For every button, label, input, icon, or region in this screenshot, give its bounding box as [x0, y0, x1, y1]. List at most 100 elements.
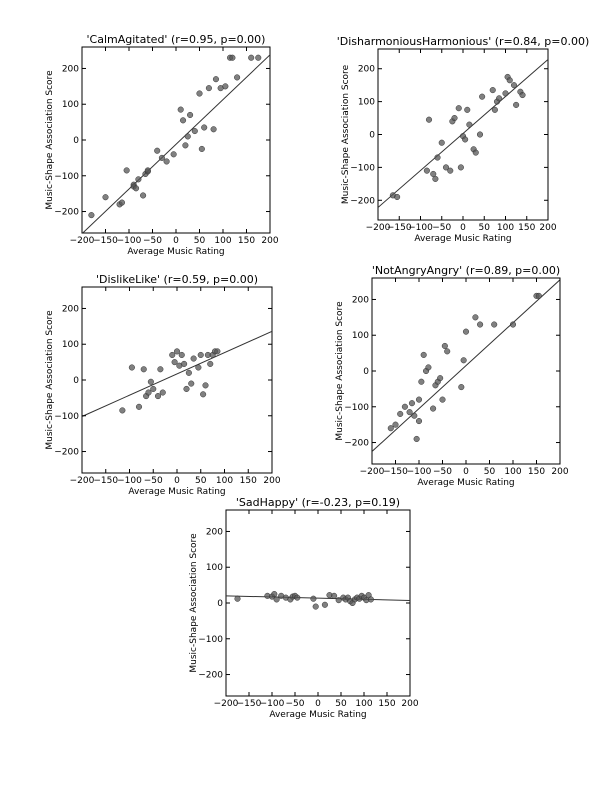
data-point	[145, 389, 152, 396]
data-point	[477, 321, 484, 328]
data-point	[479, 93, 486, 100]
y-axis-label: Music-Shape Association Score	[45, 70, 55, 210]
data-point	[159, 389, 166, 396]
x-tick-label: 200	[539, 223, 556, 233]
data-point	[200, 391, 207, 398]
x-tick-label: 0	[463, 467, 469, 477]
data-point	[312, 603, 319, 610]
x-tick-label: 50	[479, 223, 491, 233]
regression-line	[226, 595, 410, 601]
x-tick-label: −200	[366, 223, 391, 233]
data-point	[140, 366, 147, 373]
data-point	[401, 403, 408, 410]
data-point	[154, 147, 161, 154]
data-point	[118, 199, 125, 206]
data-point	[331, 592, 338, 599]
data-point	[195, 364, 202, 371]
data-point	[535, 292, 542, 299]
x-tick-label: 200	[261, 236, 278, 246]
data-point	[178, 351, 185, 359]
data-point	[509, 321, 517, 328]
data-point	[321, 601, 328, 608]
data-point	[207, 360, 214, 367]
x-tick-label: 0	[460, 223, 466, 233]
data-point	[455, 105, 462, 112]
data-point	[335, 597, 342, 604]
y-axis-label: Music-Shape Association Score	[45, 310, 55, 450]
y-axis-label: Music-Shape Association Score	[335, 301, 345, 441]
data-point	[397, 410, 404, 417]
x-tick-label: 150	[240, 476, 257, 486]
data-point	[415, 418, 423, 425]
data-point	[510, 82, 518, 89]
y-tick-label: −100	[54, 172, 79, 182]
data-point	[310, 595, 317, 602]
data-point	[198, 145, 205, 152]
data-point	[411, 412, 418, 419]
regression-line	[372, 279, 560, 452]
data-point	[387, 425, 394, 432]
data-point	[229, 54, 236, 61]
data-point	[183, 385, 190, 392]
x-tick-label: 50	[335, 699, 347, 709]
x-tick-label: −100	[117, 476, 142, 486]
data-point	[234, 74, 241, 81]
y-tick-label: −200	[198, 671, 223, 681]
data-point	[135, 176, 142, 183]
data-point	[413, 435, 420, 443]
data-point	[462, 328, 470, 335]
y-tick-label: −200	[344, 439, 369, 449]
y-tick-label: 100	[62, 100, 79, 110]
x-tick-label: −200	[70, 476, 95, 486]
y-axis-label: Music-Shape Association Score	[341, 64, 351, 204]
data-point	[434, 154, 441, 161]
plot-area	[81, 46, 271, 234]
data-point	[205, 85, 212, 92]
x-tick-label: 100	[216, 476, 233, 486]
data-point	[202, 382, 209, 389]
data-point	[197, 351, 204, 359]
y-tick-label: 0	[73, 136, 79, 146]
y-tick-label: −200	[54, 448, 79, 458]
data-point	[214, 348, 221, 355]
data-point	[158, 154, 165, 161]
data-point	[154, 393, 162, 400]
data-point	[392, 421, 399, 428]
x-tick-label: −50	[143, 236, 162, 246]
data-point	[441, 342, 448, 350]
data-point	[234, 595, 241, 602]
y-tick-label: 100	[206, 563, 223, 573]
data-point	[437, 375, 444, 382]
y-tick-label: −100	[198, 635, 223, 645]
data-point	[102, 194, 109, 201]
data-point	[88, 212, 95, 219]
x-tick-label: 100	[497, 223, 514, 233]
data-point	[425, 364, 432, 371]
regression-line	[82, 54, 270, 233]
x-tick-label: −50	[144, 476, 163, 486]
data-point	[447, 167, 454, 174]
y-tick-label: 100	[358, 98, 375, 108]
data-point	[255, 54, 262, 61]
y-tick-label: 200	[62, 64, 79, 74]
data-point	[128, 364, 135, 371]
y-tick-label: −200	[350, 196, 375, 206]
data-point	[133, 185, 140, 192]
x-tick-label: −150	[387, 223, 412, 233]
data-point	[273, 596, 280, 603]
x-tick-label: −50	[433, 467, 452, 477]
data-point	[157, 366, 164, 373]
data-point	[502, 90, 509, 97]
y-tick-label: −100	[54, 412, 79, 422]
data-point	[196, 90, 203, 97]
data-point	[171, 359, 178, 366]
y-tick-label: −100	[344, 403, 369, 413]
data-point	[491, 106, 498, 113]
data-point	[451, 115, 458, 122]
y-tick-label: 200	[352, 295, 369, 305]
x-tick-label: 100	[214, 236, 231, 246]
data-point	[430, 405, 437, 412]
data-point	[182, 142, 189, 149]
subplot-5: −200−150−100 −50 0 50 100 150 200−200−10001002…	[189, 496, 419, 720]
data-point	[210, 126, 217, 133]
